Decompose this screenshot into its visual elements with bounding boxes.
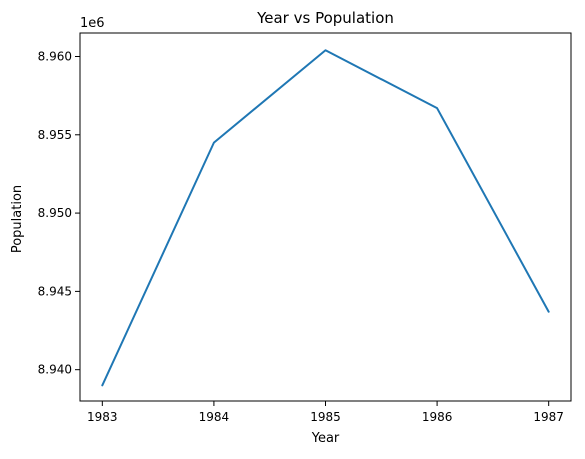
y-tick-label: 8.955 — [38, 128, 72, 142]
y-axis-offset-label: 1e6 — [80, 16, 105, 31]
y-tick-label: 8.960 — [38, 49, 72, 63]
axis-ticks: 1983 1984 1985 1986 1987 8.940 8.945 8.950 8.955… — [38, 49, 564, 424]
population-series-line — [101, 49, 550, 387]
chart-title: Year vs Population — [256, 9, 394, 27]
x-tick-label: 1987 — [533, 410, 564, 424]
x-tick-label: 1983 — [87, 410, 118, 424]
y-tick-label: 8.950 — [38, 206, 72, 220]
series-layer — [101, 49, 550, 387]
x-axis-label: Year — [311, 431, 340, 446]
x-tick-label: 1985 — [310, 410, 341, 424]
x-tick-label: 1984 — [199, 410, 230, 424]
x-tick-label: 1986 — [422, 410, 453, 424]
y-tick-label: 8.940 — [38, 363, 72, 377]
y-axis-label: Population — [10, 185, 25, 253]
y-tick-label: 8.945 — [38, 284, 72, 298]
